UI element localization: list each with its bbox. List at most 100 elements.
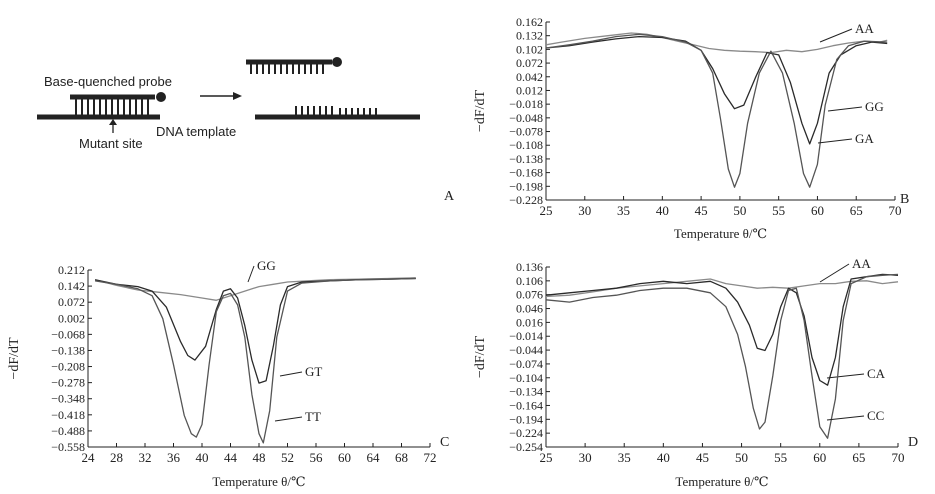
y-tick-label-d: 0.046 [516,302,543,316]
series-line-c-gg [94,277,416,301]
y-tick-label-b: 0.072 [516,56,543,70]
x-tick-label-d: 25 [540,450,553,465]
y-tick-label-c: −0.558 [51,440,85,454]
y-tick-label-c: −0.418 [51,408,85,422]
series-line-d-aa [545,278,899,298]
series-label-b-gg: GG [865,99,884,114]
y-tick-label-d: −0.014 [509,329,543,343]
chart-panel-d: D 25 30 35 40 45 50 55 60 65 700.1360.1060.0760.0… [473,256,918,489]
y-tick-label-d: −0.104 [509,371,543,385]
x-tick-label-c: 48 [253,450,266,465]
process-arrow-head [233,92,242,100]
y-axis-title-b: −dF/dT [473,89,488,132]
y-tick-label-b: 0.162 [516,15,543,29]
x-tick-label-d: 65 [852,450,865,465]
series-line-c-tt [94,277,416,444]
y-tick-label-b: −0.078 [509,125,543,139]
x-tick-label-b: 30 [578,203,591,218]
x-tick-label-d: 45 [696,450,709,465]
y-tick-label-c: 0.072 [58,295,85,309]
x-tick-label-c: 24 [82,450,96,465]
panel-b-letter: B [900,192,909,207]
series-leader-b-ga [817,138,853,144]
series-label-d-cc: CC [867,408,884,423]
series-line-b-gg [545,35,888,145]
series-leader-d-aa [819,263,850,283]
y-tick-label-d: 0.136 [516,260,543,274]
series-leader-b-aa [819,28,853,43]
x-axis-title-d: Temperature θ/℃ [675,474,768,489]
series-line-d-cc [545,273,899,439]
x-tick-label-d: 30 [579,450,592,465]
y-tick-label-b: −0.168 [509,166,543,180]
x-tick-label-c: 44 [224,450,238,465]
probe-base-pairs [75,97,149,117]
x-tick-label-c: 52 [281,450,294,465]
y-tick-label-c: −0.208 [51,360,85,374]
y-tick-label-b: −0.198 [509,179,543,193]
mutant-arrow-head [109,119,117,125]
x-tick-label-c: 36 [167,450,181,465]
y-tick-label-d: −0.044 [509,343,543,357]
released-probe-bases [250,62,324,74]
series-label-b-aa: AA [855,21,874,36]
y-tick-label-b: 0.012 [516,83,543,97]
x-tick-label-b: 70 [889,203,902,218]
series-leader-b-gg [827,106,863,112]
y-tick-label-b: −0.018 [509,97,543,111]
y-tick-label-d: −0.134 [509,385,543,399]
x-tick-label-b: 65 [850,203,863,218]
y-tick-label-d: −0.194 [509,412,543,426]
y-tick-label-d: 0.106 [516,274,543,288]
x-tick-label-b: 35 [617,203,630,218]
probe-label: Base-quenched probe [44,74,172,89]
y-tick-label-c: −0.138 [51,343,85,357]
y-tick-label-c: 0.212 [58,263,85,277]
series-label-c-gt: GT [305,364,322,379]
y-tick-label-d: −0.224 [509,426,543,440]
panel-a-letter: A [444,189,455,204]
x-tick-label-b: 60 [811,203,824,218]
x-tick-label-c: 56 [310,450,324,465]
series-line-b-ga [545,33,888,188]
chart-panel-c: C 24 28 32 36 40 44 48 52 56 60 64 68 72 0.212 0.142 0.… [7,258,449,489]
x-tick-label-b: 25 [540,203,553,218]
mutant-site-label: Mutant site [79,136,143,151]
y-tick-label-d: −0.164 [509,398,543,412]
y-axis-title-d: −dF/dT [473,335,488,378]
y-tick-label-c: −0.348 [51,392,85,406]
x-tick-label-b: 55 [772,203,785,218]
y-tick-label-c: −0.068 [51,327,85,341]
x-tick-label-d: 55 [774,450,787,465]
template-free-bases [295,106,377,117]
series-leader-c-gt [279,371,303,377]
series-label-c-tt: TT [305,409,321,424]
y-tick-label-b: −0.138 [509,152,543,166]
x-tick-label-c: 64 [367,450,381,465]
y-tick-label-d: −0.254 [509,440,543,454]
quencher-dot-left [156,92,166,102]
x-tick-label-b: 50 [733,203,746,218]
panel-a-schematic: Base-quenched probe Mutant site DNA temp… [37,57,455,204]
y-tick-label-b: −0.048 [509,111,543,125]
panel-d-letter: D [908,435,918,450]
series-label-d-ca: CA [867,366,886,381]
quencher-dot-right [332,57,342,67]
y-tick-label-b: −0.108 [509,138,543,152]
x-tick-label-c: 40 [196,450,209,465]
y-tick-label-c: −0.488 [51,424,85,438]
y-axis-title-c: −dF/dT [7,337,22,380]
y-tick-label-d: 0.076 [516,288,543,302]
y-tick-label-d: 0.016 [516,315,543,329]
series-leader-c-tt [274,416,303,422]
x-tick-label-d: 60 [813,450,826,465]
x-tick-label-c: 60 [338,450,351,465]
x-tick-label-b: 40 [656,203,669,218]
y-tick-label-b: 0.102 [516,42,543,56]
y-tick-label-b: 0.042 [516,70,543,84]
series-line-b-aa [545,32,888,54]
panel-c-letter: C [440,435,449,450]
chart-panel-b: B 25 30 35 40 45 50 55 60 65 700.1620.1320.1020.0… [473,15,909,241]
series-line-c-gt [94,277,416,384]
x-tick-label-b: 45 [695,203,708,218]
